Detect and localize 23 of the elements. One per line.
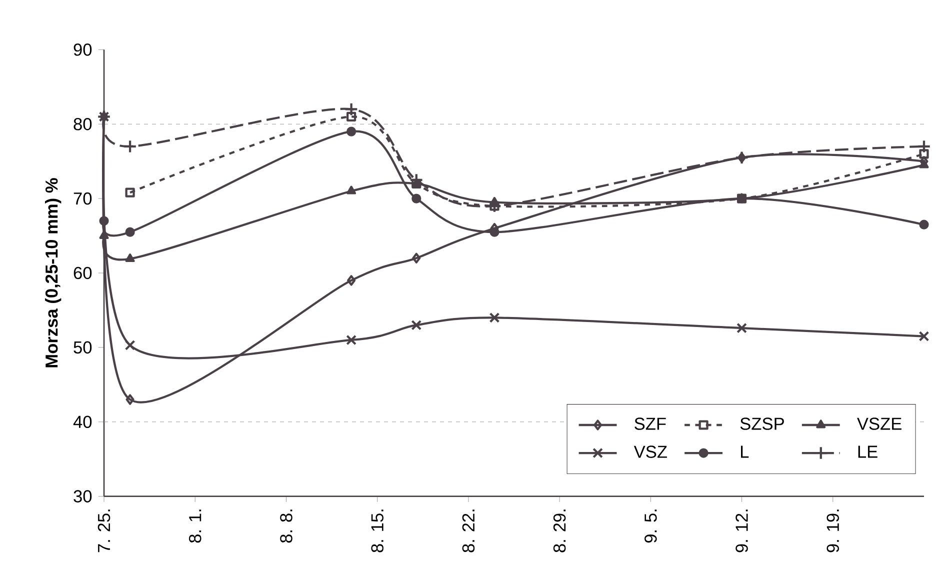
legend-label: LE [858,446,878,458]
y-tick-label: 40 [73,416,92,428]
legend-label: VSZ [634,446,667,458]
y-tick-label: 70 [74,192,92,205]
x-tick-label: 9. 5. [644,510,657,543]
x-tick-label: 8. 29. [553,510,566,552]
x-tick-label: 8. 22. [462,510,475,552]
y-tick-label: 60 [74,266,92,280]
x-tick-label: 7. 25. [98,510,110,552]
y-tick-label: 30 [74,490,92,502]
x-tick-label: 9. 19. [826,510,840,552]
y-tick-label: 50 [74,341,92,354]
x-tick-label: 9. 12. [736,510,748,552]
y-axis-title: Morzsa (0,25-10 mm) % [45,178,62,368]
legend-label: VSZE [857,418,902,430]
x-tick-label: 8. 15. [371,510,384,552]
y-tick-label: 90 [74,44,92,56]
legend-label: L [741,446,749,458]
legend-label: SZSP [740,418,784,430]
x-tick-label: 8. 8. [280,510,292,543]
y-tick-label: 80 [74,118,92,130]
legend-label: SZF [634,418,666,430]
x-tick-label: 8. 1. [188,510,202,543]
